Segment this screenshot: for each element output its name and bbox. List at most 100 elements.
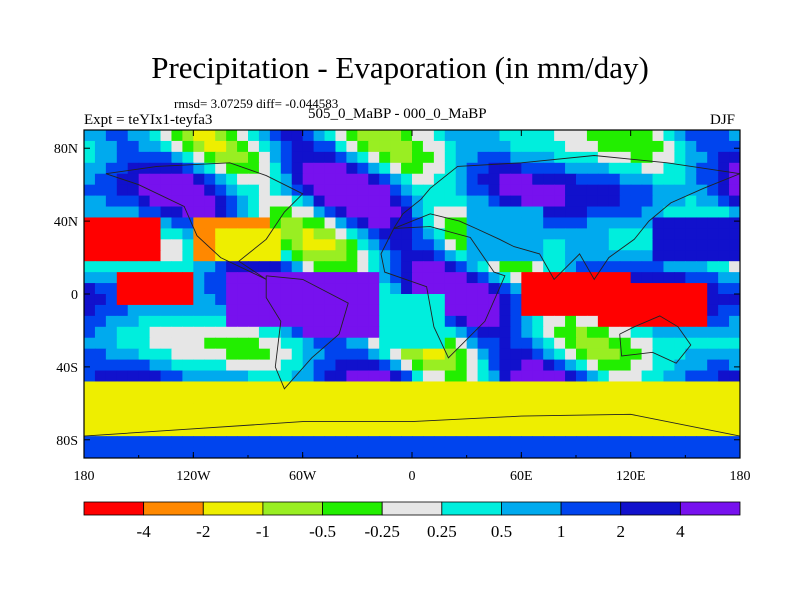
heatmap-cell [346, 370, 358, 383]
heatmap-cell [444, 217, 457, 229]
heatmap-cell [641, 272, 654, 284]
heatmap-cell [707, 151, 719, 164]
heatmap-cell [237, 359, 249, 372]
heatmap-cell [280, 140, 293, 153]
heatmap-cell [138, 315, 151, 328]
heatmap-cell [94, 315, 107, 328]
heatmap-cell [674, 151, 686, 164]
heatmap-cell [357, 447, 369, 458]
heatmap-cell [346, 447, 358, 458]
heatmap-cell [138, 250, 151, 262]
heatmap-cell [182, 447, 194, 458]
heatmap-cell [597, 392, 610, 404]
heatmap-cell [543, 184, 555, 197]
heatmap-cell [127, 283, 140, 295]
heatmap-cell [707, 130, 719, 142]
heatmap-cell [84, 326, 96, 339]
heatmap-cell [663, 206, 675, 219]
heatmap-cell [204, 425, 216, 437]
heatmap-cell [368, 206, 380, 219]
heatmap-cell [619, 250, 632, 262]
heatmap-cell [576, 425, 588, 437]
heatmap-cell [641, 130, 654, 142]
heatmap-cell [630, 250, 643, 262]
heatmap-cell [160, 414, 173, 426]
heatmap-cell [641, 250, 654, 262]
heatmap-cell [576, 304, 588, 317]
heatmap-cell [412, 294, 424, 306]
heatmap-cell [521, 381, 533, 393]
heatmap-cell [597, 184, 610, 197]
heatmap-cell [182, 272, 194, 284]
heatmap-cell [674, 140, 686, 153]
heatmap-cell [641, 370, 654, 383]
heatmap-cell [368, 337, 380, 350]
heatmap-cell [707, 250, 719, 262]
heatmap-cell [412, 447, 424, 458]
heatmap-cell [641, 173, 654, 186]
heatmap-cell [641, 261, 654, 273]
heatmap-cell [477, 359, 490, 372]
heatmap-cell [488, 403, 501, 415]
heatmap-cell [390, 425, 402, 437]
heatmap-cell [291, 447, 304, 458]
heatmap-cell [401, 162, 413, 175]
heatmap-cell [641, 294, 654, 306]
heatmap-cell [138, 130, 151, 142]
heatmap-cell [237, 315, 249, 328]
heatmap-cell [193, 348, 205, 361]
heatmap-cell [521, 315, 533, 328]
heatmap-cell [532, 228, 544, 240]
heatmap-cell [379, 326, 391, 339]
heatmap-cell [182, 239, 194, 251]
heatmap-cell [215, 217, 227, 229]
heatmap-cell [630, 447, 643, 458]
heatmap-cell [324, 272, 337, 284]
heatmap-cell [258, 359, 271, 372]
heatmap-cell [674, 436, 686, 448]
heatmap-cell [422, 173, 435, 186]
heatmap-cell [215, 250, 227, 262]
coastline-path [84, 413, 740, 437]
heatmap-cell [543, 414, 555, 426]
heatmap-cell [718, 217, 730, 229]
heatmap-cell [335, 348, 347, 361]
heatmap-cell [608, 326, 621, 339]
heatmap-cell [586, 370, 599, 383]
heatmap-cell [357, 403, 369, 415]
heatmap-cell [160, 272, 173, 284]
heatmap-cell [160, 359, 173, 372]
heatmap-cell [335, 425, 347, 437]
heatmap-cell [619, 228, 632, 240]
heatmap-cell [160, 447, 173, 458]
colorbar-swatch [620, 501, 681, 516]
heatmap-cell [357, 206, 369, 219]
heatmap-cell [499, 447, 511, 458]
heatmap-cell [466, 173, 479, 186]
heatmap-cell [138, 414, 151, 426]
heatmap-cell [455, 250, 468, 262]
heatmap-cell [663, 359, 675, 372]
heatmap-cell [565, 414, 577, 426]
heatmap-cell [455, 140, 468, 153]
heatmap-cell [84, 304, 96, 317]
heatmap-cell [94, 436, 107, 448]
heatmap-cell [368, 173, 380, 186]
heatmap-cell [149, 283, 162, 295]
heatmap-cell [663, 294, 675, 306]
heatmap-cell [477, 447, 490, 458]
heatmap-cell [532, 283, 544, 295]
heatmap-cell [674, 162, 686, 175]
heatmap-cell [313, 348, 326, 361]
heatmap-cell [182, 326, 194, 339]
colorbar-swatch [679, 501, 741, 516]
heatmap-cell [576, 392, 588, 404]
heatmap-cell [554, 348, 566, 361]
heatmap-cell [685, 228, 697, 240]
heatmap-cell [182, 337, 194, 350]
heatmap-cell [477, 272, 490, 284]
heatmap-cell [663, 250, 675, 262]
heatmap-cell [138, 436, 151, 448]
heatmap-cell [280, 436, 293, 448]
heatmap-cell [466, 184, 479, 197]
